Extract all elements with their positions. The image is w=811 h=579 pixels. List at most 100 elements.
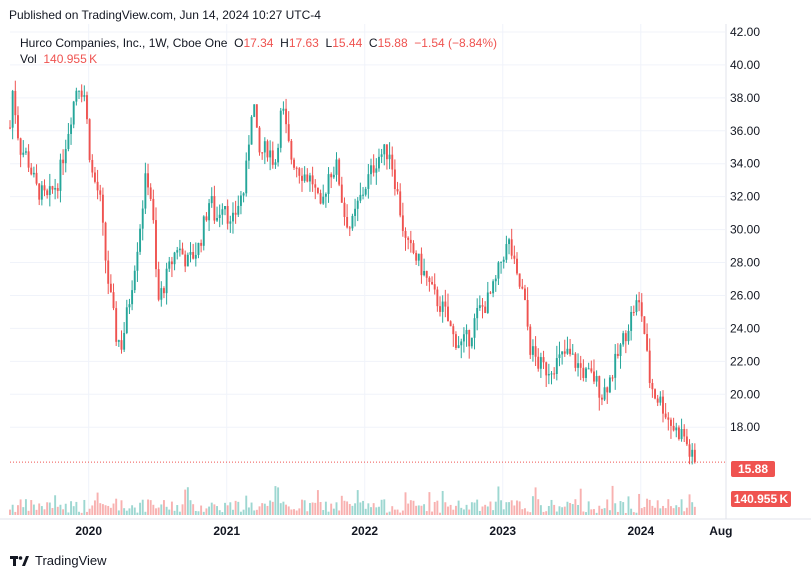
volume-bar: [531, 496, 534, 515]
candle-body: [255, 104, 258, 128]
candle-body: [213, 196, 216, 221]
candle-body: [232, 212, 234, 222]
candle-body: [494, 278, 497, 282]
candle-body: [513, 255, 516, 259]
volume-bar: [646, 498, 649, 515]
candle-body: [141, 208, 144, 229]
volume-bar: [415, 505, 418, 515]
candle-body: [168, 261, 171, 269]
candle-body: [590, 368, 593, 372]
volume-bar: [547, 506, 550, 515]
volume-bar: [401, 510, 404, 515]
candle-body: [27, 151, 30, 168]
brand-label: TradingView: [35, 553, 107, 568]
candle-body: [56, 187, 59, 191]
y-tick-label: 30.00: [730, 223, 760, 237]
candle-body: [526, 300, 529, 327]
candle-body: [510, 239, 513, 256]
volume-bar: [518, 501, 521, 515]
candle-body: [117, 340, 120, 342]
candle-body: [476, 308, 479, 319]
candle-body: [210, 196, 213, 204]
volume-bar: [51, 507, 54, 515]
candle-body: [433, 284, 436, 290]
candle-body: [258, 127, 261, 153]
volume-value: 140.955 K: [43, 52, 98, 66]
x-tick-label: 2023: [489, 524, 516, 538]
volume-bar: [32, 504, 35, 515]
candle-body: [404, 230, 407, 238]
volume-bar: [255, 509, 258, 515]
volume-bar: [160, 504, 163, 515]
volume-bar: [614, 503, 617, 515]
candle-body: [616, 353, 619, 356]
volume-bar: [582, 511, 585, 515]
candle-body: [189, 252, 192, 255]
candle-body: [489, 292, 492, 294]
volume-bar: [659, 508, 662, 515]
candle-body: [555, 358, 558, 374]
volume-bar: [80, 512, 83, 515]
open-value: 17.34: [243, 36, 274, 50]
x-tick-label: Aug: [709, 524, 732, 538]
volume-bar: [93, 500, 96, 515]
candle-body: [431, 281, 434, 285]
candle-body: [635, 300, 638, 313]
candle-body: [428, 277, 431, 282]
volume-bar: [250, 502, 253, 515]
volume-bar: [417, 505, 420, 515]
candle-body: [449, 321, 452, 327]
candle-body: [396, 189, 399, 192]
volume-bar: [396, 509, 399, 515]
candle-body: [595, 376, 598, 382]
candle-body: [693, 449, 696, 463]
volume-bar: [340, 495, 343, 515]
candle-body: [112, 292, 115, 309]
volume-bar: [314, 502, 317, 515]
volume-bar: [338, 510, 341, 515]
candle-body: [362, 194, 364, 196]
volume-bar: [200, 505, 203, 515]
candle-body: [107, 260, 110, 284]
candle-body: [654, 389, 656, 399]
candle-body: [518, 273, 521, 287]
volume-bar: [306, 511, 309, 515]
volume-bar: [117, 510, 120, 515]
volume-bar: [14, 511, 17, 515]
candle-body: [606, 387, 609, 393]
candle-body: [632, 311, 635, 313]
volume-bar: [232, 509, 234, 515]
volume-bar: [356, 490, 359, 515]
volume-bar: [290, 509, 293, 515]
candle-body: [656, 398, 659, 403]
tradingview-brand[interactable]: TradingView: [10, 553, 107, 568]
candle-body: [144, 173, 147, 209]
candle-body: [24, 151, 27, 153]
candle-body: [492, 281, 495, 294]
volume-bar: [537, 499, 540, 515]
candle-body: [643, 316, 646, 334]
candle-body: [163, 288, 165, 294]
candle-body: [444, 301, 447, 307]
volume-bar: [425, 511, 428, 515]
candle-body: [367, 174, 370, 189]
volume-bar: [542, 511, 545, 515]
volume-bar: [293, 509, 295, 515]
candles: [9, 80, 696, 465]
candle-body: [239, 195, 242, 206]
volume-bar: [407, 503, 410, 515]
volume-bar: [202, 511, 205, 515]
volume-bar: [266, 505, 269, 515]
candle-body: [40, 185, 43, 200]
candle-body: [277, 147, 280, 163]
candle-body: [624, 333, 627, 342]
candle-body: [574, 353, 577, 368]
volume-bar: [210, 502, 213, 515]
candle-body: [152, 198, 155, 221]
candle-body: [423, 271, 426, 276]
volume-bar: [282, 501, 285, 515]
volume-bar: [680, 499, 683, 515]
candle-body: [348, 227, 351, 229]
candle-body: [380, 154, 383, 157]
